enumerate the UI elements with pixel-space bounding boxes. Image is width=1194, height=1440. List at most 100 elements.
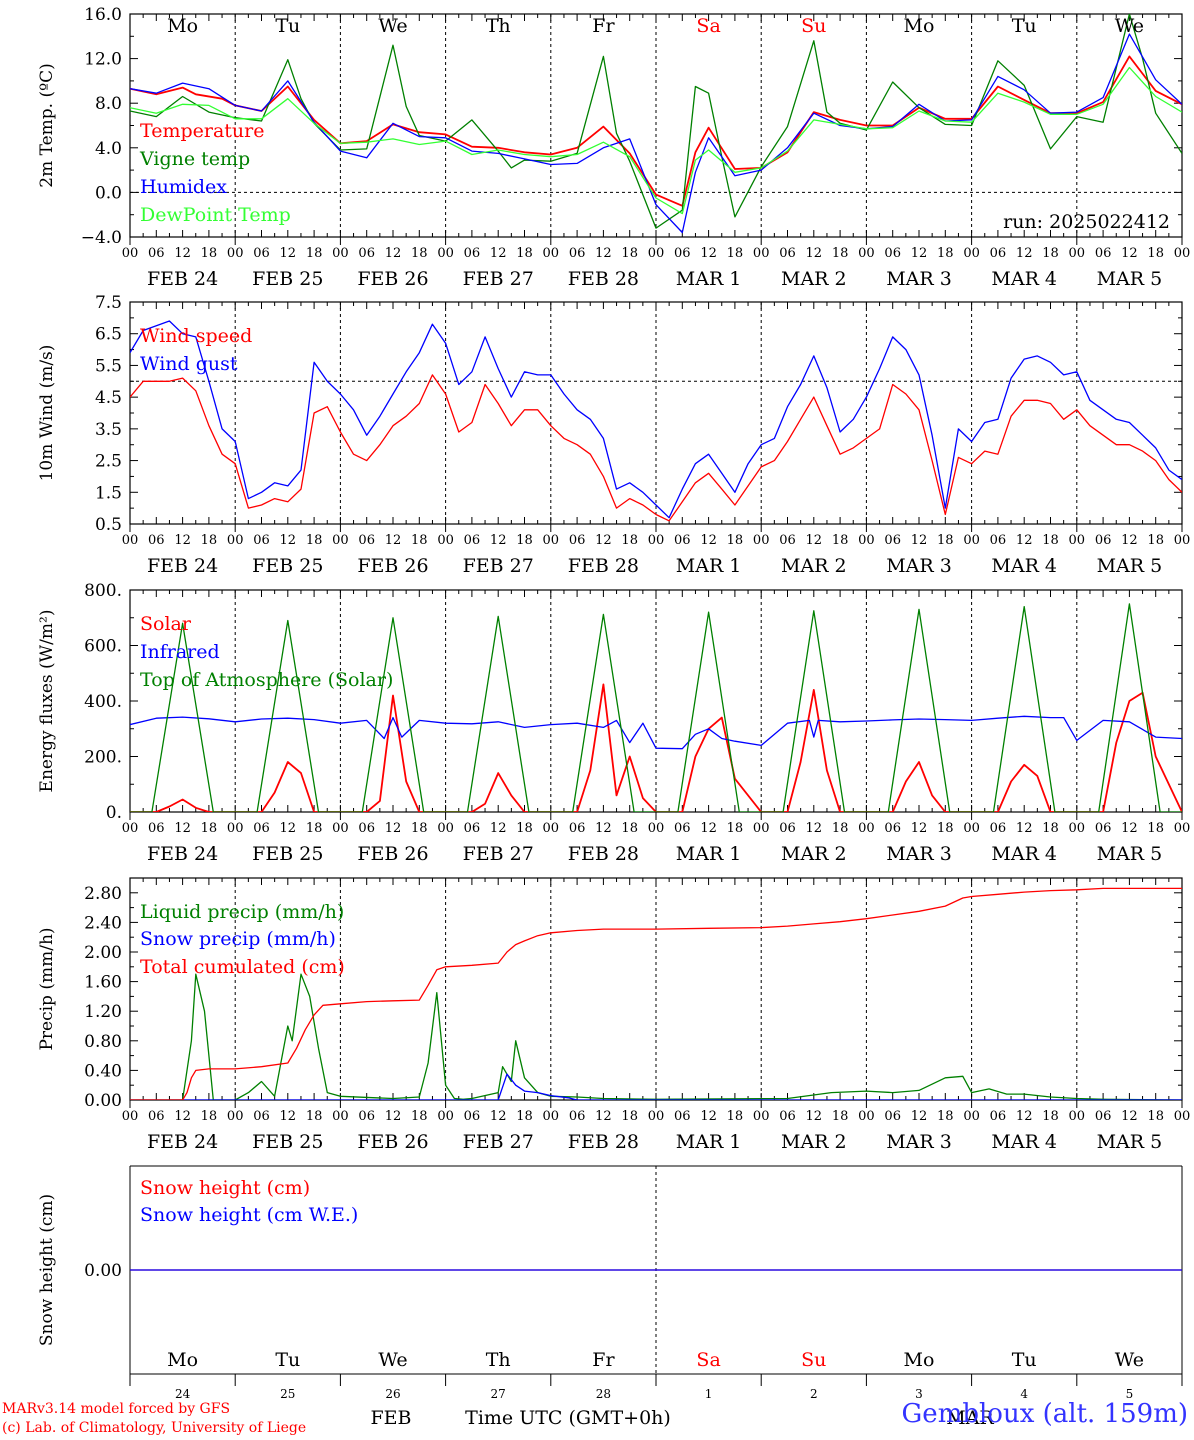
x-day-number: 2 xyxy=(810,1387,818,1401)
x-hour-label: 00 xyxy=(1069,246,1086,261)
x-date-label: FEB 24 xyxy=(147,268,218,290)
series-line-3-3 xyxy=(130,603,1182,812)
x-hour-label: 12 xyxy=(1016,246,1033,261)
x-hour-label: 00 xyxy=(1069,1109,1086,1124)
x-hour-label: 00 xyxy=(1069,821,1086,836)
weekday-label: Su xyxy=(801,15,826,37)
x-date-label: MAR 3 xyxy=(886,1131,952,1153)
x-axis-title: Time UTC (GMT+0h) xyxy=(465,1407,671,1429)
y-tick-label: 16.0 xyxy=(84,5,122,25)
x-day-number: 5 xyxy=(1126,1387,1134,1401)
x-hour-label: 06 xyxy=(1095,246,1112,261)
x-date-label: FEB 26 xyxy=(357,1131,428,1153)
x-hour-label: 18 xyxy=(727,1109,744,1124)
x-hour-label: 18 xyxy=(411,1109,428,1124)
x-date-label: FEB 28 xyxy=(568,555,639,577)
x-hour-label: 18 xyxy=(516,246,533,261)
station-name: Gembloux (alt. 159m) xyxy=(901,1399,1188,1429)
x-hour-label: 00 xyxy=(963,246,980,261)
y-tick-label: 5.5 xyxy=(95,356,122,376)
x-date-label: MAR 4 xyxy=(991,1131,1057,1153)
x-date-label: MAR 4 xyxy=(991,268,1057,290)
x-hour-label: 06 xyxy=(884,246,901,261)
x-hour-label: 18 xyxy=(727,246,744,261)
x-hour-label: 00 xyxy=(648,821,665,836)
x-hour-label: 18 xyxy=(306,246,323,261)
panel-2: 0.5 1.5 2.5 3.5 4.5 5.5 6.5 7.5 10m Wind (m/s) Wi… xyxy=(37,293,1190,577)
legend-entry: Liquid precip (mm/h) xyxy=(140,901,344,923)
x-hour-label: 06 xyxy=(358,533,375,548)
x-hour-label: 12 xyxy=(700,246,717,261)
series-line-4-1 xyxy=(130,973,1182,1100)
x-date-label: MAR 2 xyxy=(781,843,847,865)
x-hour-label: 12 xyxy=(280,821,297,836)
x-hour-label: 12 xyxy=(700,821,717,836)
x-hour-label: 00 xyxy=(858,1109,875,1124)
x-hour-label: 18 xyxy=(727,533,744,548)
x-hour-label: 18 xyxy=(201,1109,218,1124)
x-hour-label: 18 xyxy=(937,1109,954,1124)
x-hour-label: 12 xyxy=(280,246,297,261)
y-tick-label: 1.60 xyxy=(84,973,122,993)
y-tick-label: 8.0 xyxy=(95,94,122,114)
y-tick-label: 2.80 xyxy=(84,884,122,904)
x-hour-label: 12 xyxy=(1121,246,1138,261)
series-line-1-3 xyxy=(130,33,1182,234)
x-hour-label: 18 xyxy=(1147,246,1164,261)
legend-entry: Solar xyxy=(140,613,192,635)
x-date-label: FEB 26 xyxy=(357,555,428,577)
x-hour-label: 00 xyxy=(227,533,244,548)
x-date-label: MAR 3 xyxy=(886,843,952,865)
weekday-label: Mo xyxy=(904,15,935,37)
x-day-number: 3 xyxy=(915,1387,923,1401)
x-hour-label: 00 xyxy=(1069,533,1086,548)
series-group xyxy=(130,320,1182,522)
y-tick-label: 3.5 xyxy=(95,420,122,440)
x-date-label: MAR 4 xyxy=(991,555,1057,577)
x-hour-label: 00 xyxy=(227,246,244,261)
run-label: run: 2025022412 xyxy=(1003,211,1170,233)
x-hour-label: 00 xyxy=(753,533,770,548)
x-hour-label: 06 xyxy=(990,533,1007,548)
x-hour-label: 00 xyxy=(437,821,454,836)
x-hour-label: 12 xyxy=(490,533,507,548)
panel-3: 0. 200. 400. 600. 800. Energy fluxes (W/m²) So… xyxy=(37,581,1190,865)
y-tick-label: 0.5 xyxy=(95,515,122,535)
x-hour-label: 18 xyxy=(832,821,849,836)
legend-entry: Total cumulated (cm) xyxy=(140,956,345,978)
x-hour-label: 12 xyxy=(174,246,191,261)
x-hour-label: 18 xyxy=(516,533,533,548)
x-date-label: FEB 25 xyxy=(252,1131,323,1153)
x-month-label: FEB xyxy=(370,1407,411,1429)
x-hour-label: 12 xyxy=(385,533,402,548)
x-hour-label: 06 xyxy=(779,533,796,548)
weekday-label: Th xyxy=(486,15,511,37)
weekday-label: We xyxy=(378,15,407,37)
x-hour-label: 06 xyxy=(148,821,165,836)
x-hour-label: 12 xyxy=(1121,1109,1138,1124)
x-hour-label: 06 xyxy=(779,1109,796,1124)
x-hour-label: 06 xyxy=(253,246,270,261)
panel-1: −4.0 0.0 4.0 8.0 12.0 16.0 2m Temp. (ºC) Temper… xyxy=(37,5,1190,290)
y-tick-label: 2.00 xyxy=(84,943,122,963)
weekday-label: Tu xyxy=(1012,1349,1037,1371)
x-hour-label: 12 xyxy=(700,1109,717,1124)
series-line-4-2 xyxy=(130,1073,1182,1100)
y-axis-label: Energy fluxes (W/m²) xyxy=(37,610,57,793)
x-hour-label: 06 xyxy=(990,821,1007,836)
x-hour-label: 18 xyxy=(201,821,218,836)
x-hour-label: 00 xyxy=(1174,1109,1191,1124)
x-hour-label: 18 xyxy=(516,821,533,836)
x-hour-label: 18 xyxy=(1042,533,1059,548)
x-hour-label: 06 xyxy=(358,246,375,261)
x-hour-label: 06 xyxy=(569,821,586,836)
legend-entry: Top of Atmosphere (Solar) xyxy=(140,669,393,691)
y-tick-label: 800. xyxy=(84,581,122,601)
y-tick-label: 2.40 xyxy=(84,913,122,933)
y-axis-label: Precip (mm/h) xyxy=(37,927,57,1050)
x-hour-label: 06 xyxy=(569,1109,586,1124)
y-tick-label: 0.80 xyxy=(84,1032,122,1052)
weekday-label: Mo xyxy=(167,1349,198,1371)
x-hour-label: 00 xyxy=(332,246,349,261)
